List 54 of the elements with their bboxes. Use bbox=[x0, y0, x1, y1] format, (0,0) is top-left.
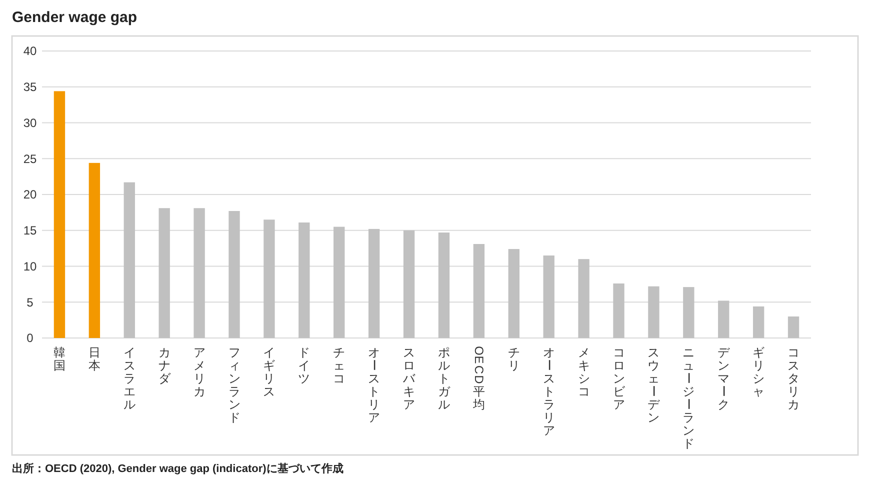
x-tick-label: フィンランド bbox=[228, 346, 240, 424]
x-tick-label: カナダ bbox=[158, 346, 172, 386]
x-tick-label: 韓国 bbox=[53, 346, 66, 372]
x-tick-label: ポルトガル bbox=[438, 346, 451, 412]
bar bbox=[683, 287, 694, 338]
x-tick-label: チリ bbox=[508, 346, 520, 372]
x-tick-label: メキシコ bbox=[578, 346, 590, 398]
x-tick-label: ニュージーランド bbox=[682, 346, 696, 450]
bar bbox=[788, 316, 800, 338]
chart-title: Gender wage gap bbox=[12, 9, 138, 26]
bar bbox=[578, 259, 590, 338]
bar bbox=[438, 232, 450, 338]
bar bbox=[543, 255, 554, 338]
x-tick-label: ギリシャ bbox=[752, 346, 765, 398]
x-tick-label: スロバキア bbox=[402, 346, 416, 412]
x-tick-label: 日本 bbox=[88, 346, 100, 372]
x-tick-label: コスタリカ bbox=[788, 346, 800, 412]
bar bbox=[158, 208, 170, 338]
bar bbox=[473, 244, 485, 338]
x-tick-label: チェコ bbox=[333, 346, 346, 386]
y-tick-label: 10 bbox=[23, 259, 37, 274]
bar bbox=[54, 91, 66, 338]
bar bbox=[508, 249, 520, 338]
y-tick-label: 0 bbox=[26, 331, 34, 346]
x-tick-label: オーストリア bbox=[367, 346, 382, 424]
text: 出所：OECD (2020), Gender wage gap (indicator)に基づいて作成 bbox=[12, 462, 344, 475]
x-tick-label: イギリス bbox=[263, 346, 276, 398]
y-tick-label: 20 bbox=[23, 188, 37, 202]
bar bbox=[264, 220, 275, 338]
bar bbox=[194, 208, 205, 338]
x-tick-label: コロンビア bbox=[612, 346, 626, 412]
x-tick-label: スウェーデン bbox=[646, 346, 661, 424]
x-tick-label: オーストラリア bbox=[542, 346, 556, 438]
bar bbox=[124, 182, 135, 338]
y-tick-label: 15 bbox=[23, 224, 37, 238]
x-tick-label: アメリカ bbox=[193, 346, 206, 398]
bar bbox=[718, 300, 730, 338]
bar bbox=[88, 162, 100, 338]
y-tick-label: 40 bbox=[23, 44, 37, 58]
y-tick-label: 35 bbox=[23, 80, 37, 94]
x-tick-label: イスラエル bbox=[123, 346, 136, 412]
bar bbox=[298, 222, 310, 338]
bar bbox=[228, 211, 240, 338]
bar bbox=[368, 228, 380, 338]
x-tick-label: デンマーク bbox=[716, 346, 731, 412]
bar bbox=[648, 286, 660, 338]
bar bbox=[613, 283, 624, 338]
bar bbox=[403, 230, 415, 338]
bar bbox=[334, 226, 345, 338]
x-tick-label: ドイツ bbox=[298, 346, 310, 386]
y-tick-label: 30 bbox=[23, 116, 37, 130]
bar bbox=[752, 306, 764, 338]
y-tick-label: 25 bbox=[23, 152, 37, 166]
y-tick-label: 5 bbox=[26, 295, 34, 310]
